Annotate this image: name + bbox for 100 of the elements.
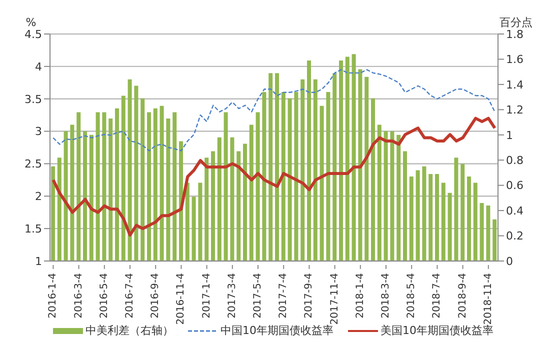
- x-tick-label: 2018-5-4: [406, 273, 418, 318]
- line-series: [52, 116, 496, 237]
- x-tick-label: 2017-3-4: [226, 273, 238, 318]
- y2-tick-label: 0: [506, 254, 513, 268]
- bar: [236, 151, 241, 261]
- x-tick-label: 2017-9-4: [304, 273, 315, 318]
- bar: [224, 112, 228, 261]
- bar: [204, 158, 209, 261]
- bar: [403, 151, 407, 261]
- bar: [441, 182, 446, 261]
- legend-label: 美国10年期国债收益率: [380, 324, 494, 338]
- bar: [448, 192, 452, 261]
- bar: [70, 124, 74, 261]
- legend-label: 中国10年期国债收益率: [220, 324, 334, 338]
- bar: [166, 118, 170, 261]
- bar: [134, 86, 138, 261]
- bar: [249, 124, 254, 261]
- y2-tick-label: 1.6: [506, 53, 524, 66]
- y-tick-label: 3.5: [24, 92, 42, 106]
- bar: [288, 98, 292, 261]
- bar: [332, 73, 337, 261]
- bar: [460, 164, 465, 261]
- bar: [409, 176, 414, 261]
- x-tick-label: 2017-11-4: [329, 273, 340, 325]
- bar: [160, 106, 164, 261]
- bar: [422, 166, 426, 261]
- x-tick-label: 2018-11-4: [482, 273, 494, 325]
- bar: [57, 158, 62, 261]
- bar: [211, 151, 215, 261]
- y2-tick-label: 0.4: [506, 204, 524, 218]
- y-tick-label: 2.5: [24, 158, 42, 171]
- bar: [179, 141, 183, 261]
- bar: [89, 134, 94, 261]
- x-tick-label: 2016-5-4: [98, 273, 110, 318]
- bar: [428, 174, 433, 261]
- bar: [128, 79, 132, 261]
- y-tick-label: 4: [35, 60, 42, 74]
- bar: [64, 131, 68, 261]
- bar: [326, 92, 330, 261]
- bar: [364, 76, 369, 261]
- bar: [307, 60, 311, 261]
- x-tick-label: 2016-11-4: [176, 273, 187, 325]
- bar: [172, 112, 177, 261]
- x-tick-label: 2016-7-4: [124, 273, 136, 318]
- x-tick-label: 2018-3-4: [380, 273, 392, 318]
- bar: [147, 112, 151, 261]
- x-tick-label: 2017-5-4: [252, 273, 264, 318]
- bar: [115, 108, 119, 261]
- y2-axis-title: 百分点: [500, 16, 532, 29]
- bar: [140, 98, 145, 261]
- bar: [294, 92, 298, 261]
- x-tick-label: 2016-3-4: [73, 273, 84, 318]
- x-tick-label: 2018-1-4: [354, 273, 366, 318]
- y2-tick-label: 0.2: [506, 230, 524, 243]
- x-tick-label: 2018-7-4: [432, 273, 443, 318]
- bar: [217, 137, 222, 261]
- bar: [76, 112, 81, 261]
- x-tick-label: 2016-1-4: [48, 273, 59, 318]
- bar: [358, 69, 362, 261]
- bar: [300, 79, 305, 261]
- bar: [371, 98, 375, 261]
- bar: [384, 131, 388, 261]
- bar: [492, 219, 497, 261]
- x-tick-label: 2018-9-4: [457, 273, 468, 318]
- x-tick-label: 2016-9-4: [150, 273, 162, 318]
- bar: [313, 79, 318, 261]
- x-tick-label: 2017-7-4: [278, 273, 290, 318]
- bar: [467, 176, 471, 261]
- y2-tick-label: 1.8: [506, 28, 524, 41]
- bar: [339, 60, 343, 261]
- bar: [486, 206, 490, 261]
- bar: [198, 182, 202, 261]
- bar: [473, 182, 478, 261]
- bar: [377, 124, 382, 261]
- y-tick-label: 1.5: [24, 222, 42, 236]
- y2-tick-label: 1.4: [506, 78, 524, 92]
- bar: [108, 118, 113, 261]
- bar: [121, 96, 126, 261]
- bar: [320, 106, 324, 261]
- y-tick-label: 2: [35, 190, 42, 204]
- bar: [230, 137, 234, 261]
- bar: [262, 92, 266, 261]
- bar: [102, 112, 106, 261]
- bar: [256, 112, 260, 261]
- bar: [352, 54, 356, 261]
- bar: [243, 144, 247, 261]
- bar: [416, 170, 420, 261]
- y2-tick-label: 1: [506, 128, 513, 142]
- y-tick-label: 1: [35, 254, 42, 268]
- legend-label: 中美利差（右轴）: [84, 323, 174, 338]
- bar: [153, 108, 158, 261]
- bar: [192, 196, 196, 261]
- y2-tick-label: 0.6: [506, 179, 524, 192]
- bar: [96, 112, 100, 261]
- bar: [83, 131, 87, 261]
- bar: [390, 131, 394, 261]
- bar: [268, 73, 273, 261]
- bar: [275, 73, 279, 261]
- bar: [51, 166, 55, 261]
- bar: [454, 158, 458, 261]
